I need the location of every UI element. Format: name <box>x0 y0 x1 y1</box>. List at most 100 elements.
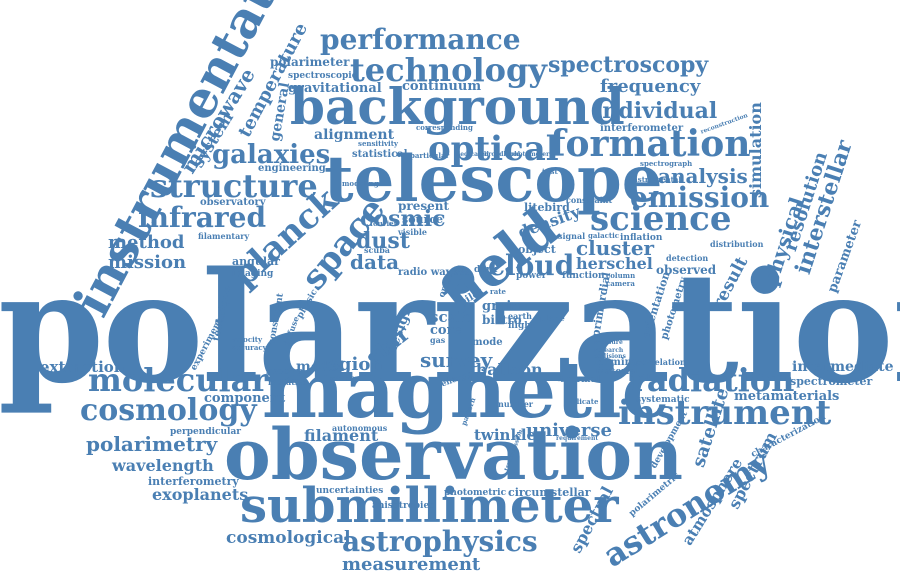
word-photometer: photometer <box>510 151 550 158</box>
word-infrared: infrared <box>138 201 267 234</box>
word-research: research <box>594 347 624 354</box>
word-wavelength: wavelength <box>112 456 214 475</box>
word-filament: filament <box>304 426 379 445</box>
word-present: present <box>398 199 450 213</box>
word-velocity: velocity <box>232 335 263 344</box>
word-radiation: radiation <box>630 361 795 399</box>
word-background: background <box>290 77 625 136</box>
word-alignment: alignment <box>314 127 395 143</box>
word-earth: earth <box>508 311 532 321</box>
word-observatory: observatory <box>200 197 266 208</box>
word-method: method <box>108 232 185 253</box>
word-instrumental: instrumental <box>630 175 682 184</box>
word-metamaterials: metamaterials <box>734 389 840 404</box>
word-dedicated: dedicated <box>456 151 489 158</box>
word-observation: observation <box>224 413 683 496</box>
word-forming: forming <box>594 357 639 368</box>
word-broadband: broadband <box>484 151 521 158</box>
word-measure: measure <box>594 339 623 346</box>
word-model: model <box>296 359 345 375</box>
word-accuracy: accuracy <box>232 343 267 352</box>
word-interferometry: interferometry <box>148 475 239 488</box>
word-continuum: continuum <box>402 79 482 94</box>
word-corresponding: corresponding <box>416 123 473 132</box>
word-source: source <box>402 213 444 226</box>
word-camera: camera <box>606 279 635 288</box>
word-column: column <box>606 271 636 280</box>
word-imaging: imaging <box>232 269 274 279</box>
word-cluster: cluster <box>576 236 655 260</box>
word-instrument: instrument <box>618 393 832 433</box>
word-engineering: engineering <box>258 163 326 174</box>
word-polarization: polarization <box>0 238 900 417</box>
word-interferometer: interferometer <box>600 123 684 134</box>
word-constraint: constraint <box>566 195 613 205</box>
word-plane: plane <box>540 313 565 323</box>
word-carbon: carbon <box>330 373 362 383</box>
word-requirement: requirement <box>556 435 599 442</box>
word-systematic: systematic <box>636 395 690 405</box>
word-polarimeter: polarimeter <box>270 55 350 69</box>
word-twinkle: twinkle <box>474 426 537 444</box>
word-visible: visible <box>398 227 427 237</box>
word-performance: performance <box>320 23 521 56</box>
word-flight: flight <box>508 321 535 331</box>
word-radiative: radiative <box>268 377 308 387</box>
word-cloud: cloud <box>488 249 575 282</box>
word-cosmological: cosmological <box>226 528 351 548</box>
word-component: component <box>204 391 286 406</box>
word-science: science <box>590 199 732 239</box>
word-correlation: correlation <box>636 357 686 367</box>
word-scuba: scuba <box>364 245 390 255</box>
word-rate: rate <box>490 287 506 296</box>
word-gravitational: gravitational <box>288 81 382 96</box>
word-galactic: galactic <box>588 231 620 240</box>
word-frequency: frequency <box>600 76 701 97</box>
word-cosmic: cosmic <box>360 206 446 232</box>
word-molecular: molecular <box>88 361 269 399</box>
word-mass: mass <box>446 267 469 277</box>
word-dark: dark <box>474 265 498 275</box>
word-thermal: thermal <box>560 375 600 385</box>
word-spectra: spectra <box>266 367 304 377</box>
word-universe: universe <box>526 420 612 441</box>
word-mode: mode <box>472 337 503 348</box>
word-sensitivity: sensitivity <box>358 139 399 148</box>
word-analysis: analysis <box>658 164 748 188</box>
word-observed: observed <box>656 263 717 277</box>
word-signal: signal <box>558 231 586 241</box>
word-intermediate: intermediate <box>792 359 894 375</box>
word-distribution: distribution <box>710 239 764 249</box>
word-emission: emission <box>630 181 770 214</box>
word-function: function <box>562 271 605 281</box>
word-spectrometer: spectrometer <box>790 375 873 388</box>
word-scale: scale <box>430 308 473 326</box>
word-perpendicular: perpendicular <box>170 427 242 437</box>
word-photometric: photometric <box>444 488 507 498</box>
word-anisotropies: anisotropies <box>372 501 435 511</box>
word-filamentary: filamentary <box>198 231 250 241</box>
word-uncertainties: uncertainties <box>316 486 384 496</box>
word-grain: grain <box>482 299 521 314</box>
word-astrophysics: astrophysics <box>342 525 538 558</box>
word-mission: mission <box>108 252 187 273</box>
word-angular: angular <box>232 255 280 268</box>
word-object: object <box>518 243 556 256</box>
word-dust: dust <box>356 228 410 254</box>
word-spectroscopy: spectroscopy <box>548 52 709 78</box>
word-exoplanets: exoplanets <box>152 485 249 504</box>
word-power: power <box>516 271 547 281</box>
word-statistical: statistical <box>352 149 408 160</box>
word-fourier: fourier <box>370 219 398 228</box>
word-individual: individual <box>594 98 718 124</box>
word-balloon: balloon <box>476 360 543 379</box>
word-measurement: measurement <box>342 554 481 575</box>
word-simulation: simulation <box>746 102 765 198</box>
word-survey: survey <box>420 348 493 372</box>
word-structure: structure <box>150 167 318 205</box>
word-collisions: collisions <box>594 353 626 360</box>
word-number: number <box>498 399 533 409</box>
word-inflation: inflation <box>620 233 663 243</box>
word-telescope: telescope <box>324 142 663 217</box>
